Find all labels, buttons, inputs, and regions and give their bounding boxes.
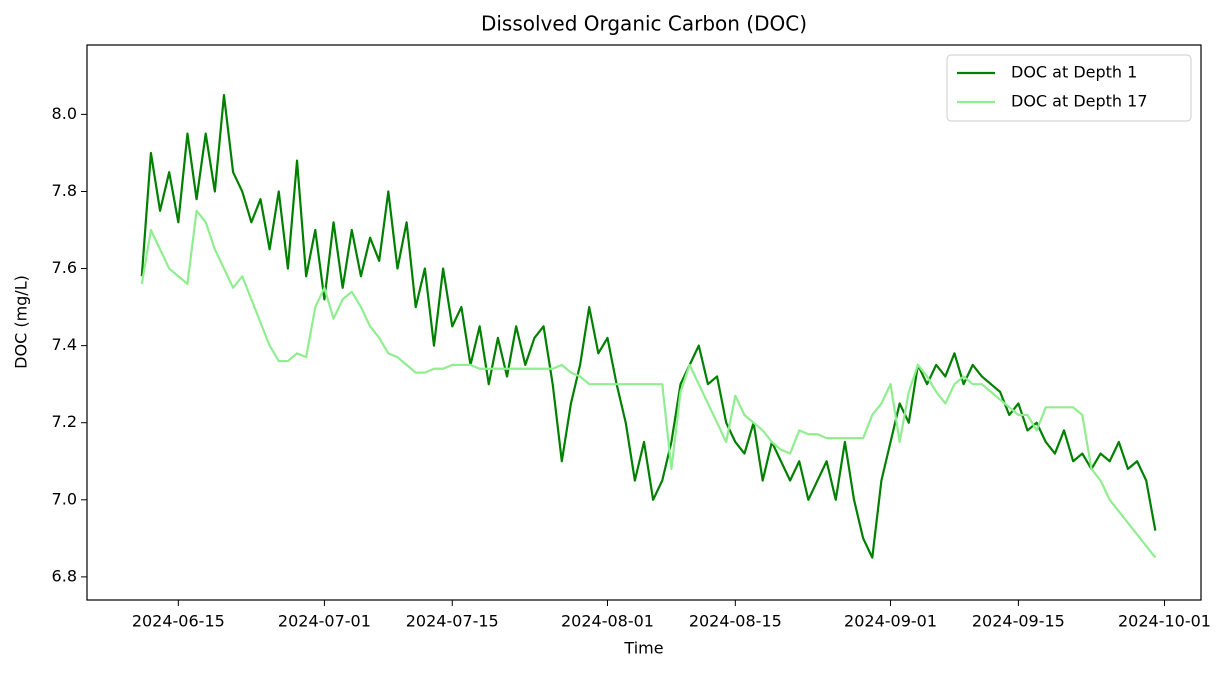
x-axis-label: Time bbox=[623, 639, 663, 658]
y-tick-label: 8.0 bbox=[52, 104, 77, 123]
y-tick-label: 7.0 bbox=[52, 489, 77, 508]
data-line bbox=[140, 209, 1157, 559]
x-tick-label: 2024-08-01 bbox=[561, 612, 654, 631]
data-line bbox=[140, 94, 1157, 559]
x-tick-label: 2024-07-15 bbox=[406, 612, 499, 631]
x-tick-label: 2024-07-01 bbox=[278, 612, 371, 631]
plot-frame bbox=[86, 44, 1202, 601]
chart-title: Dissolved Organic Carbon (DOC) bbox=[481, 12, 807, 36]
legend-label: DOC at Depth 17 bbox=[1011, 92, 1148, 111]
legend-label: DOC at Depth 1 bbox=[1011, 63, 1137, 82]
y-tick-label: 7.8 bbox=[52, 181, 77, 200]
y-tick-label: 7.6 bbox=[52, 258, 77, 277]
x-tick-label: 2024-10-01 bbox=[1118, 612, 1211, 631]
x-tick-label: 2024-09-01 bbox=[844, 612, 937, 631]
y-tick-label: 7.2 bbox=[52, 412, 77, 431]
legend: DOC at Depth 1 DOC at Depth 17 bbox=[946, 54, 1192, 122]
x-tick-label: 2024-06-15 bbox=[132, 612, 225, 631]
x-tick-label: 2024-08-15 bbox=[689, 612, 782, 631]
y-axis-label: DOC (mg/L) bbox=[12, 275, 31, 369]
y-tick-label: 6.8 bbox=[52, 566, 77, 585]
legend-frame bbox=[946, 54, 1192, 122]
y-tick-label: 7.4 bbox=[52, 335, 77, 354]
x-tick-label: 2024-09-15 bbox=[972, 612, 1065, 631]
